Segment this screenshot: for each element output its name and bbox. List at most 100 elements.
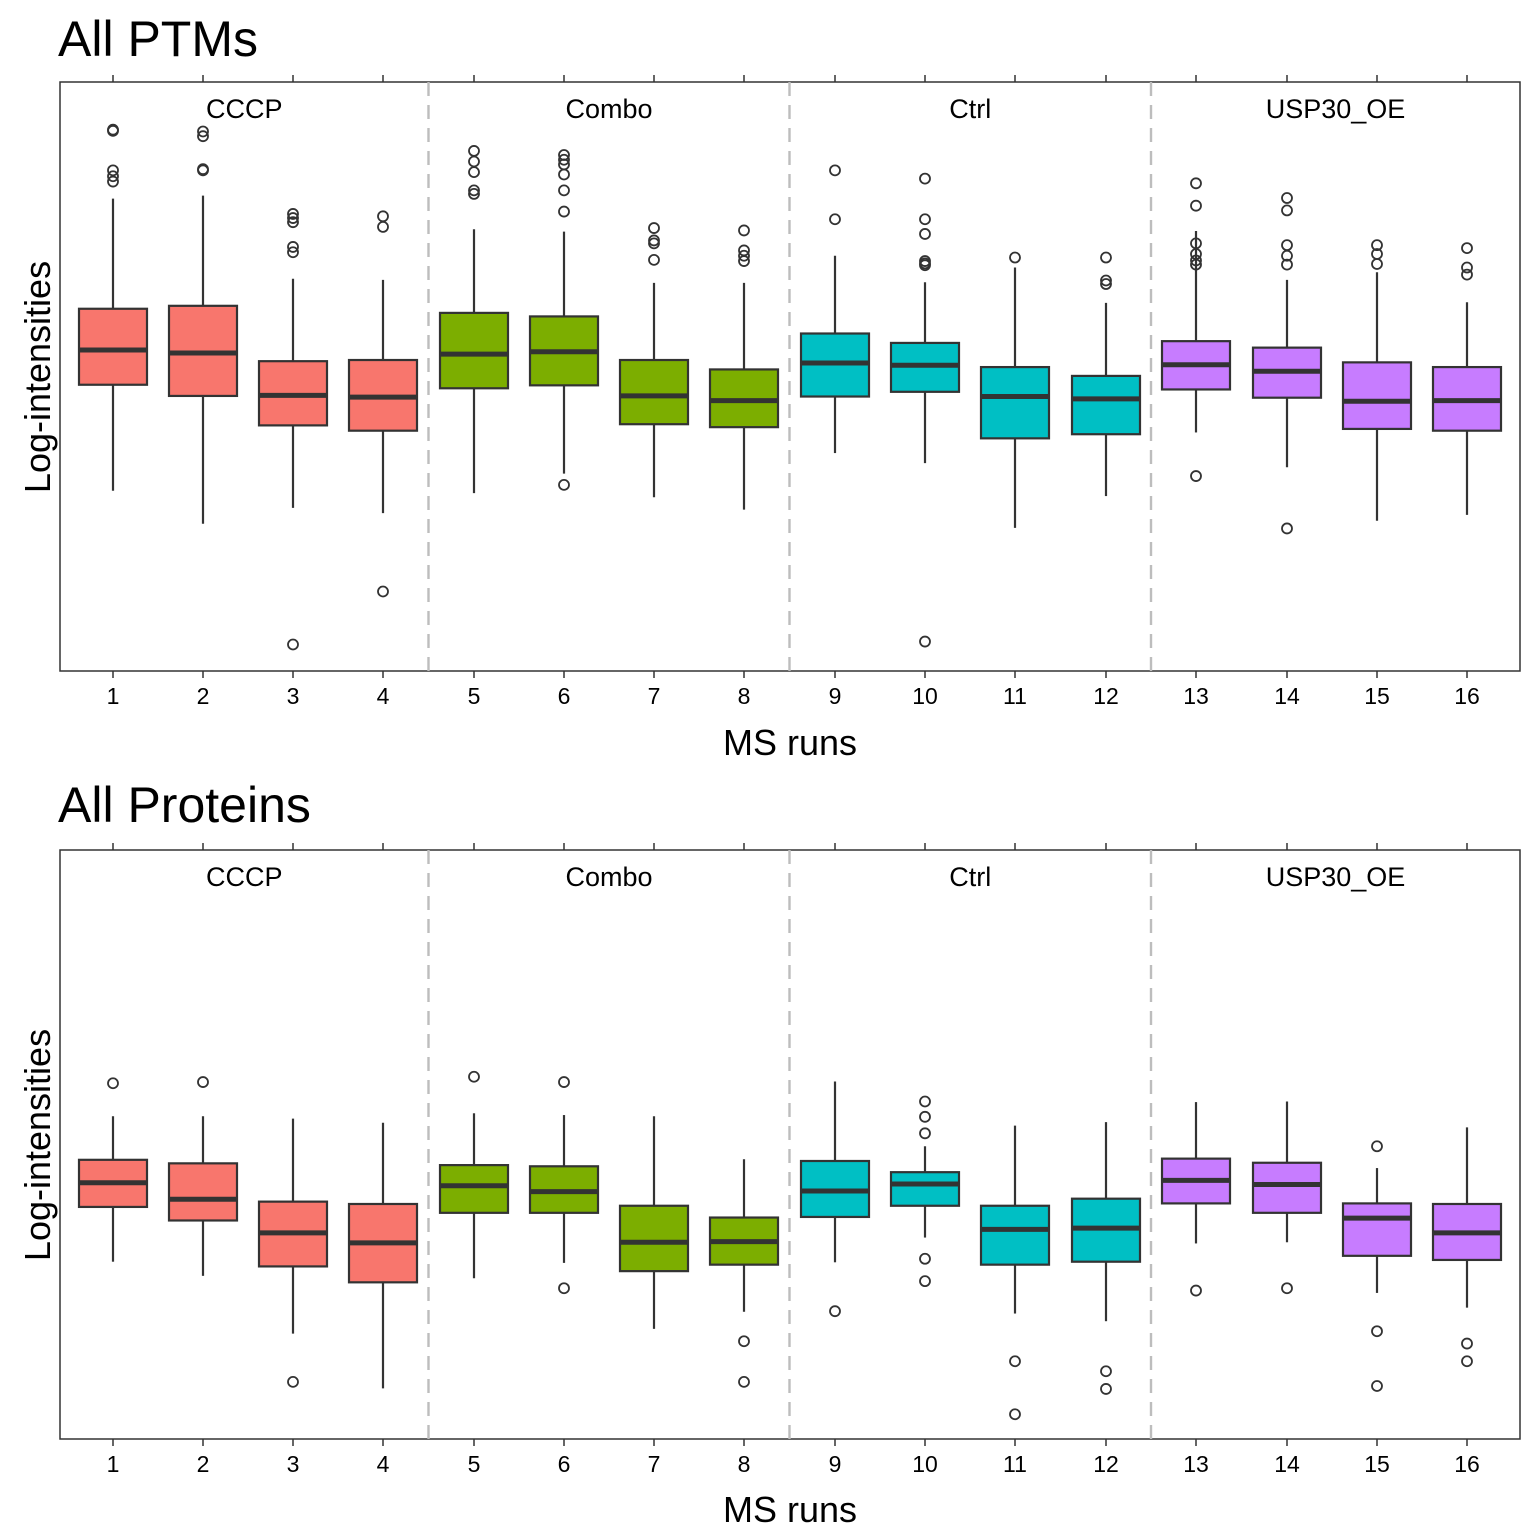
box-run-5 [438,145,510,494]
x-tick-label: 7 [648,683,661,709]
outlier-point [558,478,570,491]
outlier-point [919,1095,931,1108]
protein-x-axis-title: MS runs [723,1489,857,1530]
group-label: Ctrl [949,94,991,124]
box-run-4 [347,210,419,598]
outlier-point [919,255,931,267]
outlier-point [107,175,119,188]
box-body [979,365,1051,440]
outlier-point [829,164,841,177]
outlier-point [919,172,931,185]
outlier-point [738,224,750,237]
outlier-point [558,1282,570,1295]
box-run-8 [708,224,780,510]
outlier-point [468,188,480,200]
x-tick-label: 4 [377,683,390,709]
x-tick-label: 10 [912,1451,938,1477]
outlier-point [468,155,480,168]
box-run-16 [1431,1127,1503,1368]
box-body [889,1171,961,1207]
box-run-14 [1251,1101,1323,1295]
x-tick-label: 5 [468,1451,481,1477]
outlier-point [1190,1284,1202,1297]
outlier-point [1461,261,1473,274]
box-run-4 [347,1122,419,1389]
outlier-point [558,149,570,161]
outlier-point [468,184,480,197]
outlier-point [197,1076,209,1088]
group-label: Ctrl [949,862,991,892]
x-tick-label: 3 [287,1451,300,1477]
outlier-point [287,241,299,253]
outlier-point [1281,192,1293,204]
outlier-point [468,1070,480,1083]
outlier-point [1281,522,1293,535]
box-run-6 [528,149,600,491]
outlier-point [468,166,480,179]
x-tick-label: 6 [558,1451,571,1477]
outlier-point [1190,199,1202,212]
outlier-point [287,208,299,220]
outlier-point [377,585,389,598]
outlier-point [1461,242,1473,254]
box-run-7 [618,222,690,498]
outlier-point [1461,1355,1473,1368]
x-tick-label: 8 [738,683,751,709]
outlier-point [1461,1337,1473,1350]
x-tick-label: 6 [558,683,571,709]
x-tick-label: 1 [107,1451,120,1477]
protein-panel-title: All Proteins [58,777,311,833]
outlier-point [1461,268,1473,281]
box-run-9 [799,164,871,454]
outlier-point [287,212,299,224]
outlier-point [1371,239,1383,252]
outlier-point [287,216,299,229]
group-label: CCCP [206,862,283,892]
x-tick-label: 8 [738,1451,751,1477]
outlier-point [919,1110,931,1123]
x-tick-label: 2 [197,1451,210,1477]
box-run-11 [979,1125,1051,1421]
outlier-point [919,213,931,226]
box-run-2 [167,125,239,524]
outlier-point [468,145,480,157]
outlier-point [1371,1140,1383,1153]
protein-panel: All Proteins Log-intensities MS runs CCC… [17,777,1521,1530]
x-tick-label: 11 [1003,683,1027,709]
box-run-7 [618,1116,690,1329]
x-tick-label: 9 [829,1451,842,1477]
outlier-point [648,253,660,266]
x-tick-label: 9 [829,683,842,709]
outlier-point [1371,1380,1383,1392]
outlier-point [287,638,299,651]
box-run-1 [77,1077,149,1262]
outlier-point [558,153,570,166]
group-label: USP30_OE [1266,94,1406,124]
outlier-point [738,249,750,262]
box-body [1341,1202,1413,1257]
box-body [77,307,149,386]
outlier-point [829,213,841,226]
outlier-point [738,1375,750,1388]
outlier-point [377,210,389,223]
outlier-point [197,130,209,143]
x-tick-label: 16 [1454,1451,1480,1477]
outlier-point [107,170,119,183]
ptm-panel: All PTMs Log-intensities MS runs CCCP Com… [17,11,1521,763]
outlier-point [919,228,931,240]
x-tick-label: 12 [1093,683,1119,709]
group-label: Combo [565,862,652,892]
outlier-point [1190,470,1202,482]
box-run-16 [1431,242,1503,515]
ptm-panel-title: All PTMs [58,11,258,67]
box-body [1251,1161,1323,1214]
outlier-point [1100,1365,1112,1378]
outlier-point [1009,1408,1021,1421]
protein-plot-frame [59,849,1521,1440]
x-tick-label: 5 [468,683,481,709]
x-tick-label: 2 [197,683,210,709]
group-label: Combo [565,94,652,124]
x-tick-label: 7 [648,1451,661,1477]
box-body [979,1204,1051,1266]
box-run-11 [979,251,1051,528]
